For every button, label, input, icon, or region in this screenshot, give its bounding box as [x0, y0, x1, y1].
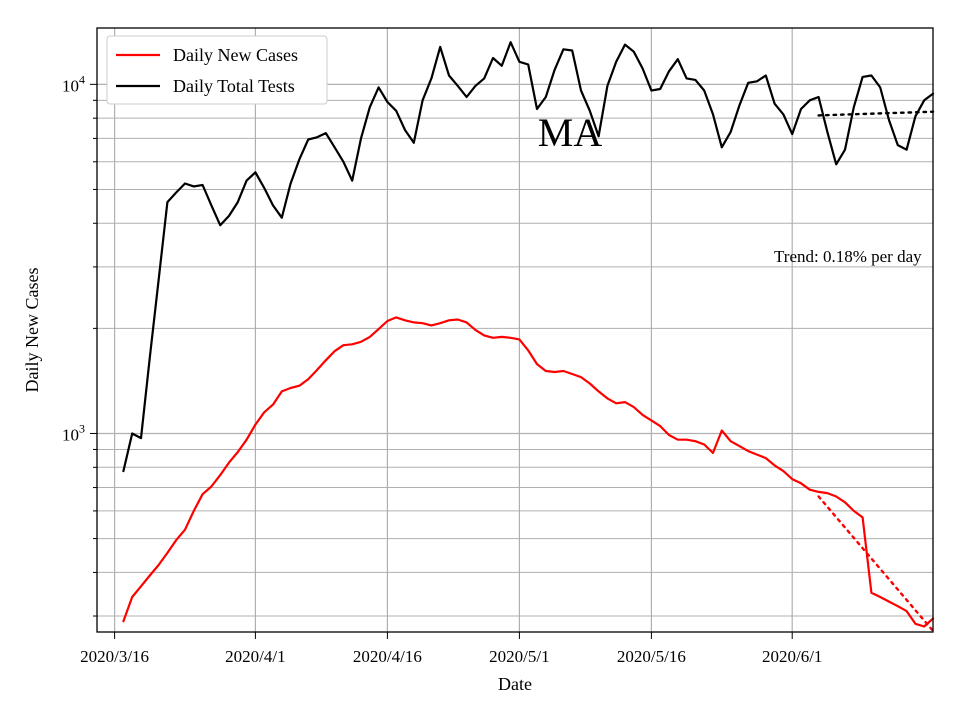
- series-lines: [122, 41, 935, 628]
- x-tick-label: 2020/3/16: [80, 647, 149, 666]
- legend-label-daily-new-cases: Daily New Cases: [173, 45, 298, 65]
- series-line-daily-total-tests: [122, 41, 935, 473]
- series-line-daily-new-cases: [122, 316, 935, 628]
- x-axis-label: Date: [498, 674, 532, 694]
- x-tick-label: 2020/4/16: [353, 647, 422, 666]
- grid: [97, 28, 933, 632]
- x-tick-label: 2020/5/1: [489, 647, 549, 666]
- trend-line-daily-new-cases: [817, 495, 935, 633]
- legend-label-daily-total-tests: Daily Total Tests: [173, 76, 295, 96]
- y-axis-label: Daily New Cases: [22, 268, 42, 393]
- state-annotation: MA: [538, 110, 603, 155]
- legend-box: [106, 35, 328, 105]
- x-tick-label: 2020/6/1: [762, 647, 822, 666]
- trend-annotation: Trend: 0.18% per day: [774, 247, 922, 266]
- y-tick-label: 104: [62, 72, 85, 95]
- x-tick-label: 2020/4/1: [225, 647, 285, 666]
- x-tick-label: 2020/5/16: [617, 647, 686, 666]
- y-tick-label: 103: [62, 421, 85, 444]
- axis-ticks: 2020/3/16 2020/4/1 2020/4/16 2020/5/1 2020/5…: [62, 72, 822, 666]
- plot-frame: [96, 27, 934, 633]
- trend-lines: [817, 110, 935, 633]
- legend: Daily New Cases Daily Total Tests: [106, 35, 328, 105]
